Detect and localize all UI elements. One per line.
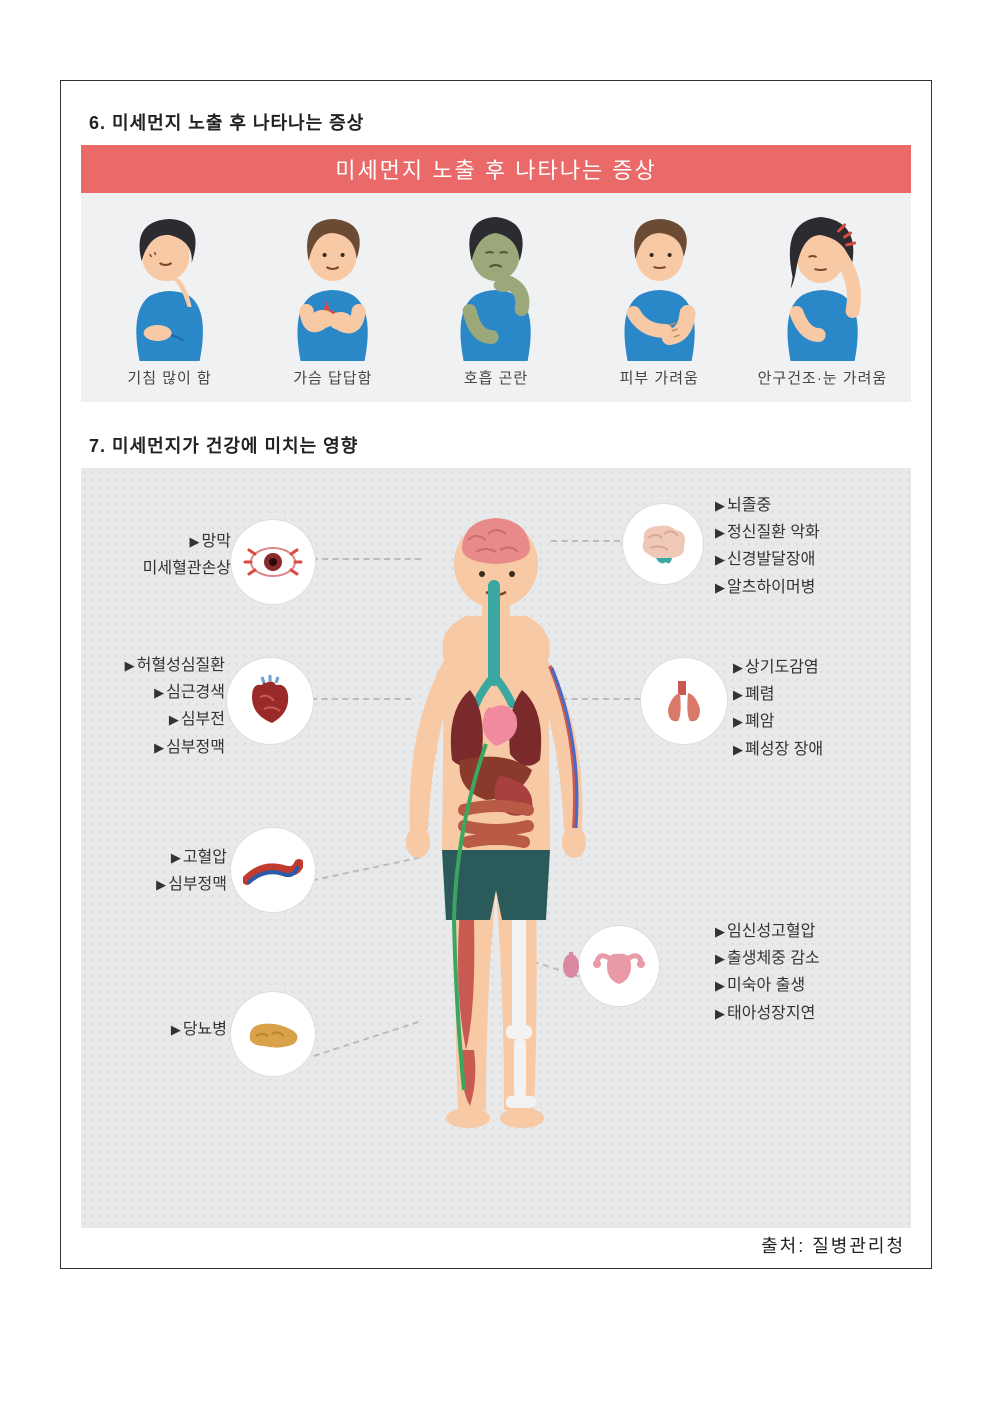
uterus-icon — [591, 942, 647, 990]
label-line: 태아성장지연 — [715, 1000, 820, 1027]
heart-circle — [227, 658, 313, 744]
label-line: 폐성장 장애 — [733, 736, 823, 763]
label-line: 심부정맥 — [121, 871, 227, 898]
label-retina: 망막 미세혈관손상 — [101, 528, 231, 582]
breathing-icon — [421, 211, 570, 361]
symptoms-panel: 미세먼지 노출 후 나타나는 증상 기침 많이 함 — [81, 145, 911, 402]
vessel-circle — [231, 828, 315, 912]
label-lung: 상기도감염 폐렴 폐암 폐성장 장애 — [733, 654, 823, 763]
retina-circle — [231, 520, 315, 604]
symptom-breathing: 호흡 곤란 — [421, 211, 570, 388]
label-line: 미세혈관손상 — [101, 555, 231, 582]
symptom-label: 기침 많이 함 — [127, 367, 211, 388]
label-preg: 임신성고혈압 출생체중 감소 미숙아 출생 태아성장지연 — [715, 918, 820, 1027]
label-line: 정신질환 악화 — [715, 519, 820, 546]
symptom-label: 안구건조·눈 가려움 — [758, 367, 888, 388]
symptom-eyes: 안구건조·눈 가려움 — [748, 211, 897, 388]
heart-icon — [242, 673, 298, 729]
label-line: 상기도감염 — [733, 654, 823, 681]
label-line: 임신성고혈압 — [715, 918, 820, 945]
label-line: 신경발달장애 — [715, 546, 820, 573]
label-line: 심근경색 — [85, 679, 225, 706]
pancreas-circle — [231, 992, 315, 1076]
pancreas-icon — [244, 1014, 302, 1054]
brain-icon — [636, 522, 690, 566]
skin-icon — [585, 211, 734, 361]
symptom-label: 가슴 답답함 — [293, 367, 372, 388]
source-text: 출처: 질병관리청 — [81, 1228, 911, 1258]
symptom-cough: 기침 많이 함 — [95, 211, 244, 388]
label-line: 미숙아 출생 — [715, 972, 820, 999]
label-line: 허혈성심질환 — [85, 652, 225, 679]
label-heart: 허혈성심질환 심근경색 심부전 심부정맥 — [85, 652, 225, 761]
label-diabetes: 당뇨병 — [137, 1016, 227, 1043]
label-line: 폐렴 — [733, 681, 823, 708]
brain-circle — [623, 504, 703, 584]
label-line: 당뇨병 — [137, 1016, 227, 1043]
symptom-skin: 피부 가려움 — [585, 211, 734, 388]
symptoms-row: 기침 많이 함 — [81, 193, 911, 402]
symptom-label: 피부 가려움 — [620, 367, 699, 388]
eye-icon — [243, 540, 303, 584]
vessel-icon — [243, 846, 303, 894]
gland-icon — [557, 948, 585, 980]
label-line: 폐암 — [733, 708, 823, 735]
section7-title: 7. 미세먼지가 건강에 미치는 영향 — [89, 432, 911, 458]
label-line: 출생체중 감소 — [715, 945, 820, 972]
lungs-circle — [641, 658, 727, 744]
symptom-label: 호흡 곤란 — [464, 367, 528, 388]
section6-title: 6. 미세먼지 노출 후 나타나는 증상 — [89, 109, 911, 135]
label-line: 고혈압 — [121, 844, 227, 871]
symptom-chest: 가슴 답답함 — [258, 211, 407, 388]
uterus-circle — [579, 926, 659, 1006]
human-body-icon — [336, 490, 656, 1130]
label-line: 심부전 — [85, 706, 225, 733]
eyes-icon — [748, 211, 897, 361]
label-line: 뇌졸중 — [715, 492, 820, 519]
page-frame: 6. 미세먼지 노출 후 나타나는 증상 미세먼지 노출 후 나타나는 증상 기… — [60, 80, 932, 1269]
body-diagram: 망막 미세혈관손상 뇌졸중 정신질환 악화 신경발달장애 알츠하이머병 허혈성심… — [81, 468, 911, 1228]
cough-icon — [95, 211, 244, 361]
label-bp: 고혈압 심부정맥 — [121, 844, 227, 898]
symptoms-banner: 미세먼지 노출 후 나타나는 증상 — [81, 145, 911, 193]
label-line: 알츠하이머병 — [715, 574, 820, 601]
label-line: 심부정맥 — [85, 734, 225, 761]
label-brain: 뇌졸중 정신질환 악화 신경발달장애 알츠하이머병 — [715, 492, 820, 601]
lungs-icon — [654, 675, 714, 727]
chest-icon — [258, 211, 407, 361]
label-line: 망막 — [101, 528, 231, 555]
